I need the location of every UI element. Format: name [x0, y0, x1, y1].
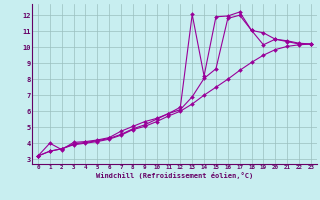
X-axis label: Windchill (Refroidissement éolien,°C): Windchill (Refroidissement éolien,°C)	[96, 172, 253, 179]
